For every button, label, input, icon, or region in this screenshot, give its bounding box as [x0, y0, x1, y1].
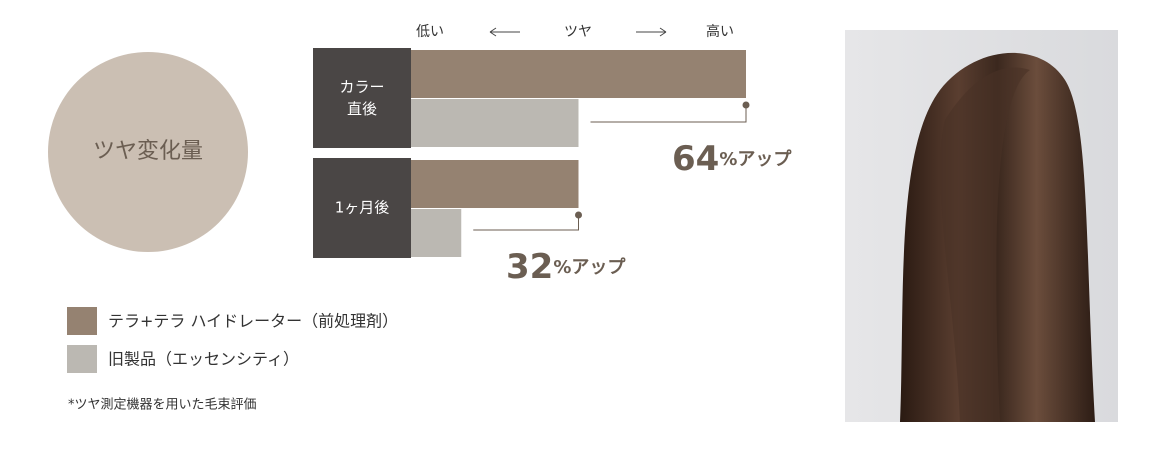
- bar: [411, 160, 579, 208]
- bar: [411, 209, 462, 257]
- connector: [590, 105, 747, 123]
- connector: [473, 215, 579, 231]
- badge-circle: [48, 52, 248, 252]
- legend-swatch: [67, 345, 97, 373]
- category-box: [313, 158, 411, 258]
- legend-label: 旧製品（エッセンシティ）: [108, 350, 299, 369]
- legend-label: テラ+テラ ハイドレーター（前処理剤）: [108, 312, 398, 331]
- annotation: 64%アップ: [672, 139, 792, 179]
- axis-high: 高い: [706, 23, 734, 40]
- photo: [845, 30, 1118, 423]
- category-label: カラー直後: [339, 78, 384, 118]
- connector-dot: [575, 211, 582, 219]
- connector-dot: [742, 101, 750, 109]
- bar: [411, 99, 579, 147]
- axis-name: ツヤ: [564, 24, 592, 40]
- annotation: 32%アップ: [506, 247, 626, 287]
- arrows: [489, 27, 667, 37]
- category-box: [313, 48, 411, 148]
- category-label: 1ヶ月後: [335, 199, 390, 217]
- bar: [411, 50, 746, 98]
- axis-low: 低い: [416, 24, 444, 40]
- footnote: *ツヤ測定機器を用いた毛束評価: [68, 398, 257, 413]
- badge-text: ツヤ変化量: [93, 139, 203, 164]
- legend-swatch: [67, 307, 97, 335]
